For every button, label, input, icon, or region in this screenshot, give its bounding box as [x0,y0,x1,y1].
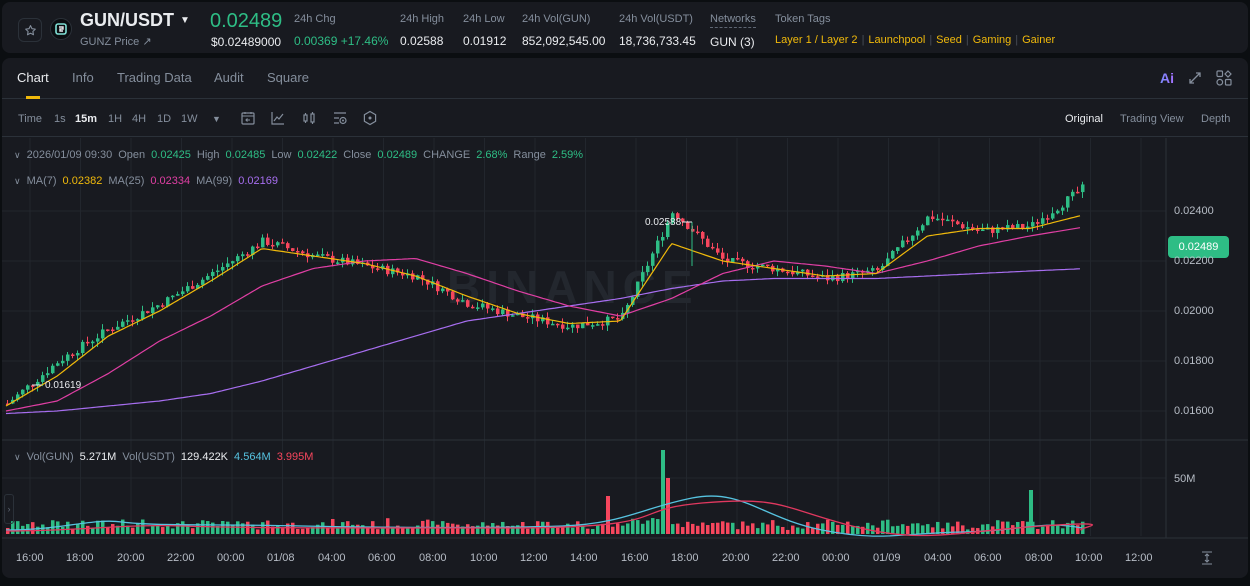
candle-type-icon[interactable] [301,110,317,126]
ohlc-legend: ∨ 2026/01/09 09:30 Open 0.02425 High 0.024… [14,149,584,161]
favorite-button[interactable] [18,18,42,42]
tag-launchpool[interactable]: Launchpool [868,34,926,46]
last-price-usd: $0.02489000 [211,35,282,49]
coin-logo-icon [50,18,72,40]
x-tick: 10:00 [470,552,498,564]
view-original[interactable]: Original [1065,113,1103,125]
star-icon [24,24,36,35]
caret-down-icon: ▼ [180,15,190,26]
tag-gaming[interactable]: Gaming [972,34,1012,46]
x-tick: 22:00 [167,552,195,564]
current-price-tag: 0.02489 [1168,236,1229,258]
tab-square[interactable]: Square [267,70,309,85]
hexagon-settings-icon[interactable] [362,110,378,126]
y-tick: 0.01600 [1174,405,1214,417]
x-tick: 04:00 [924,552,952,564]
y-tick: 0.02200 [1174,255,1214,267]
interval-15m[interactable]: 15m [75,113,98,125]
candlestick-chart[interactable]: BINANCE 0.02588 0.01619 ∨ 2026/01/09 09:30… [2,138,1248,578]
tab-chart[interactable]: Chart [17,70,49,85]
x-tick: 22:00 [772,552,800,564]
volume-y-tick: 50M [1174,473,1196,485]
active-tab-indicator [26,96,40,99]
x-tick: 01/09 [873,552,901,564]
stat-24h-low: 24h Low 0.01912 [463,13,507,48]
ma-legend: ∨ MA(7) 0.02382 MA(25) 0.02334 MA(99) 0.021… [14,175,278,187]
tab-audit[interactable]: Audit [214,70,244,85]
interval-more-dropdown-icon[interactable]: ▼ [212,114,221,124]
stat-24h-change: 24h Chg 0.00369 +17.46% [294,13,389,48]
x-tick: 01/08 [267,552,295,564]
y-tick: 0.02000 [1174,305,1214,317]
expand-icon[interactable] [1188,71,1202,85]
chevron-down-icon[interactable]: ∨ [14,149,21,160]
interval-1h[interactable]: 1H [108,113,123,125]
coin-price-link[interactable]: GUNZ Price ↗ [80,36,152,48]
x-tick: 16:00 [621,552,649,564]
x-tick: 06:00 [974,552,1002,564]
sidebar-expand-handle[interactable]: › [4,494,14,524]
x-tick: 16:00 [16,552,44,564]
x-tick: 00:00 [217,552,245,564]
svg-text:0.01619: 0.01619 [45,380,82,391]
x-tick: 06:00 [368,552,396,564]
stat-networks[interactable]: Networks GUN (3) [710,13,756,49]
token-tags: Token Tags Layer 1 / Layer 2 | Launchpool… [775,13,1056,46]
x-tick: 00:00 [822,552,850,564]
pair-selector[interactable]: GUN/USDT ▼ [80,10,190,31]
stat-24h-high: 24h High 0.02588 [400,13,445,48]
chart-settings-icon[interactable] [332,110,348,126]
calendar-go-to-icon[interactable] [240,110,256,126]
tab-info[interactable]: Info [72,70,94,85]
indicator-line-icon[interactable] [270,110,286,126]
chart-panel: Chart Info Trading Data Audit Square Ai … [2,58,1248,578]
x-tick: 18:00 [671,552,699,564]
x-tick: 12:00 [1125,552,1153,564]
x-tick: 20:00 [722,552,750,564]
interval-1d[interactable]: 1D [157,113,172,125]
tab-trading-data[interactable]: Trading Data [117,70,192,85]
x-tick: 20:00 [117,552,145,564]
x-tick: 04:00 [318,552,346,564]
ticker-header: GUN/USDT ▼ GUNZ Price ↗ 0.02489 $0.02489… [2,2,1248,53]
volume-legend: ∨ Vol(GUN) 5.271M Vol(USDT) 129.422K 4.564… [14,451,314,463]
x-tick: 10:00 [1075,552,1103,564]
chevron-down-icon[interactable]: ∨ [14,175,21,186]
y-tick: 0.01800 [1174,355,1214,367]
last-price: 0.02489 [210,10,283,32]
time-label: Time [18,113,43,125]
svg-text:0.02588: 0.02588 [645,217,682,228]
tab-bar: Chart Info Trading Data Audit Square Ai [2,58,1248,99]
stat-24h-vol-usdt: 24h Vol(USDT) 18,736,733.45 [619,13,696,48]
x-tick: 18:00 [66,552,94,564]
auto-scale-icon[interactable] [1201,551,1213,565]
x-tick: 08:00 [1025,552,1053,564]
interval-1w[interactable]: 1W [181,113,198,125]
chart-toolbar: Time 1s 15m 1H 4H 1D 1W ▼ Original Tradi… [2,99,1248,137]
x-tick: 14:00 [570,552,598,564]
x-tick: 08:00 [419,552,447,564]
tag-layer1-layer2[interactable]: Layer 1 / Layer 2 [775,34,858,46]
pair-name: GUN/USDT [80,10,174,30]
interval-4h[interactable]: 4H [132,113,147,125]
view-trading-view[interactable]: Trading View [1120,113,1184,125]
stat-24h-vol-gun: 24h Vol(GUN) 852,092,545.00 [522,13,606,48]
view-depth[interactable]: Depth [1201,113,1231,125]
interval-1s[interactable]: 1s [54,113,66,125]
x-tick: 12:00 [520,552,548,564]
tag-seed[interactable]: Seed [936,34,962,46]
y-tick: 0.02400 [1174,205,1214,217]
tag-gainer[interactable]: Gainer [1022,34,1056,46]
layout-grid-icon[interactable] [1216,70,1232,86]
chevron-down-icon[interactable]: ∨ [14,451,21,462]
ai-icon[interactable]: Ai [1160,70,1174,86]
